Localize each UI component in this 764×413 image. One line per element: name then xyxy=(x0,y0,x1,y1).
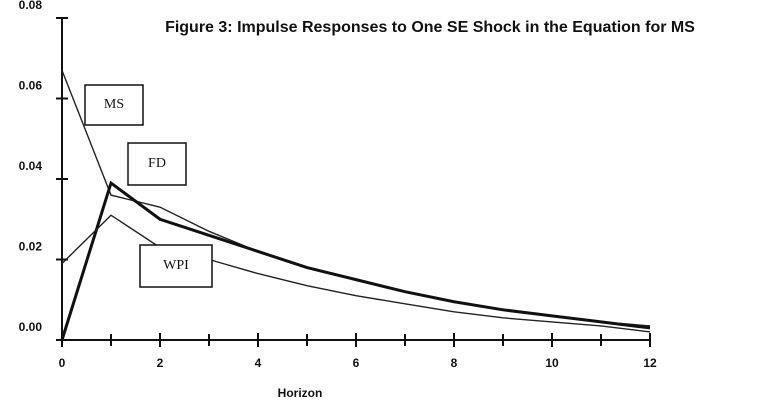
y-tick-label: 0.08 xyxy=(19,0,43,12)
series-label-box xyxy=(139,244,213,288)
series-label: MS xyxy=(104,97,124,112)
y-tick-label: 0.06 xyxy=(19,79,43,93)
y-tick-label: 0.02 xyxy=(19,240,43,254)
x-tick-label: 4 xyxy=(255,356,262,370)
series-label-box xyxy=(84,84,144,126)
x-tick-label: 0 xyxy=(59,356,66,370)
chart-title: Figure 3: Impulse Responses to One SE Sh… xyxy=(165,19,695,36)
x-tick-label: 2 xyxy=(157,356,164,370)
y-tick-label: 0.04 xyxy=(19,159,43,173)
y-tick-label: 0.00 xyxy=(19,320,43,334)
series-line xyxy=(60,180,651,341)
series-label: WPI xyxy=(163,258,189,273)
series-label-box xyxy=(127,142,187,186)
series-label: FD xyxy=(148,156,166,171)
x-tick-label: 6 xyxy=(353,356,360,370)
x-tick-label: 8 xyxy=(451,356,458,370)
x-axis-label: Horizon xyxy=(278,386,323,400)
x-tick-label: 12 xyxy=(643,356,657,370)
x-tick-label: 10 xyxy=(545,356,559,370)
